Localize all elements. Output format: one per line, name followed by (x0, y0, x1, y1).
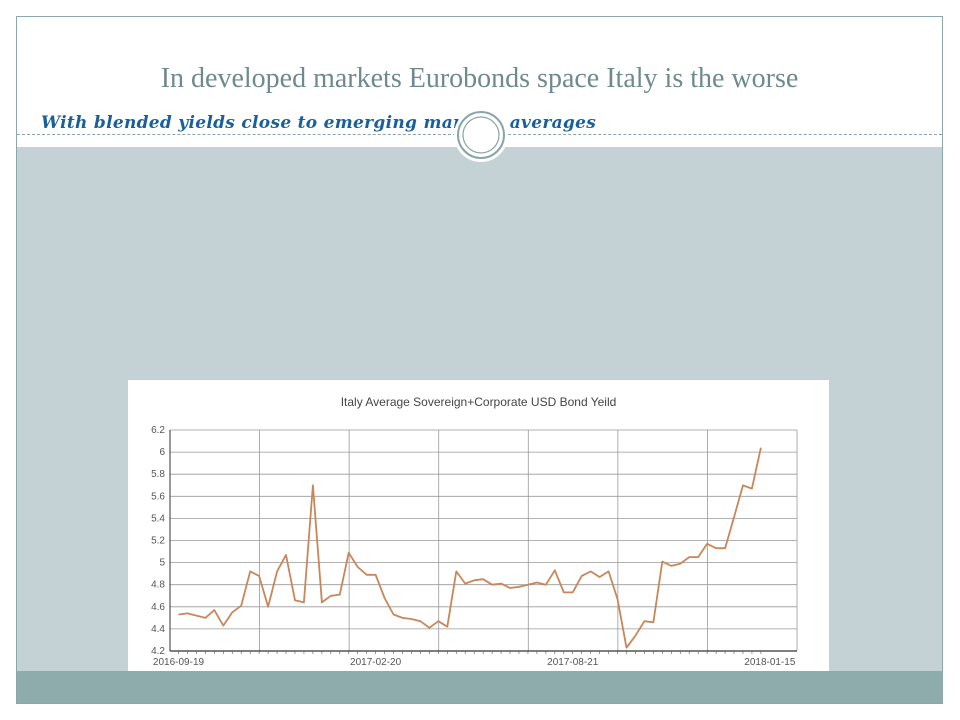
slide-frame: In developed markets Eurobonds space Ita… (16, 16, 943, 704)
x-tick-label: 2018-01-15 (744, 657, 796, 668)
line-chart: Italy Average Sovereign+Corporate USD Bo… (151, 395, 798, 668)
x-tick-label: 2016-09-19 (153, 657, 205, 668)
y-tick-label: 4.8 (151, 580, 165, 591)
x-tick-label: 2017-02-20 (350, 657, 402, 668)
footer-bar (17, 671, 942, 703)
slide-subtitle: With blended yields close to emerging ma… (41, 113, 597, 133)
y-tick-label: 4.2 (151, 646, 165, 657)
slide-title: In developed markets Eurobonds space Ita… (160, 63, 799, 94)
content-band: Italy Average Sovereign+Corporate USD Bo… (17, 147, 942, 680)
y-tick-label: 4.4 (151, 624, 165, 635)
y-tick-label: 5.4 (151, 513, 165, 524)
x-tick-label: 2017-08-21 (547, 657, 599, 668)
circle-ornament-icon (454, 108, 508, 162)
y-tick-label: 5.8 (151, 469, 165, 480)
y-tick-label: 6.2 (151, 425, 165, 436)
chart-title: Italy Average Sovereign+Corporate USD Bo… (341, 395, 617, 409)
y-tick-label: 5.6 (151, 491, 165, 502)
y-tick-label: 6 (159, 447, 165, 458)
y-tick-label: 4.6 (151, 602, 165, 613)
y-tick-label: 5.2 (151, 536, 165, 547)
y-tick-label: 5 (159, 558, 165, 569)
chart-panel: Italy Average Sovereign+Corporate USD Bo… (128, 380, 829, 680)
series-line (178, 447, 762, 649)
